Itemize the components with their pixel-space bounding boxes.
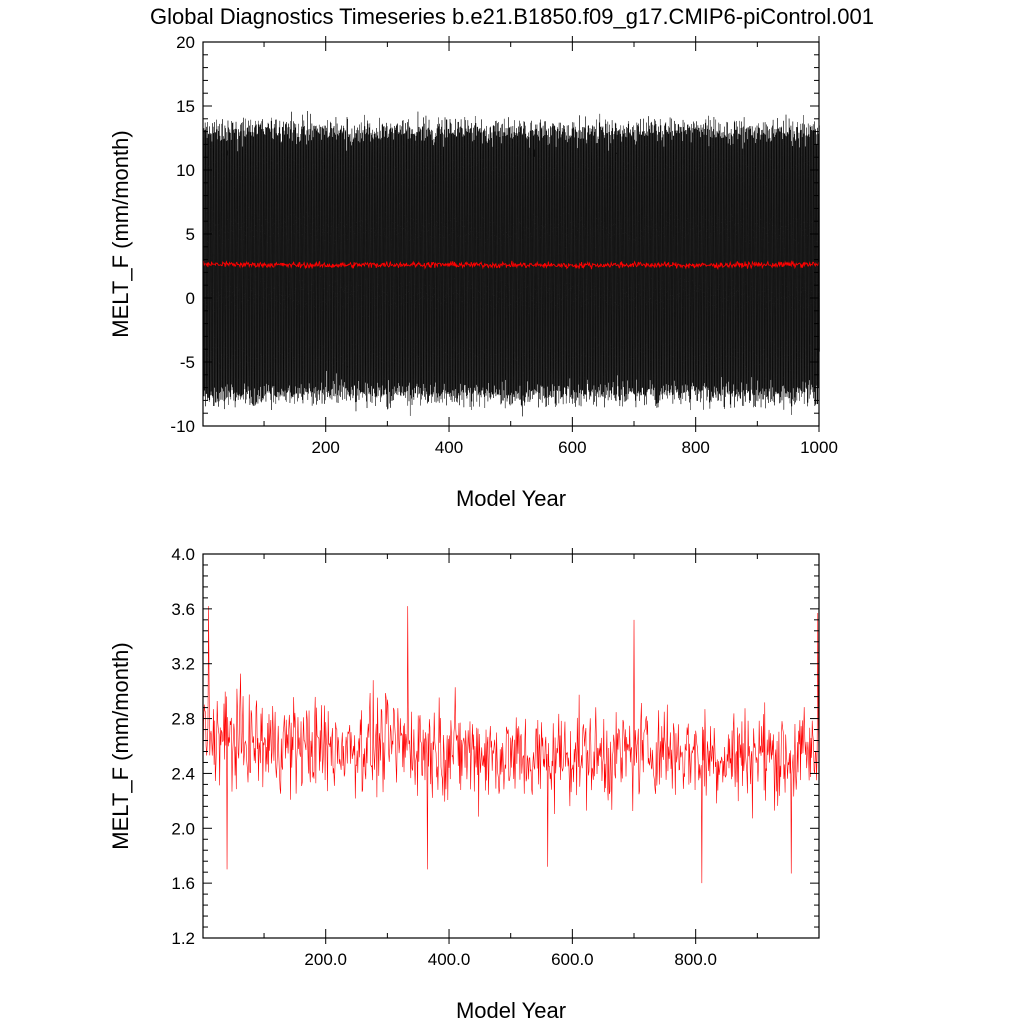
top-y-tick-label: 10 [176,161,195,180]
bottom-x-axis-label: Model Year [456,998,566,1023]
bottom-x-tick-label: 600.0 [551,950,594,969]
top-panel: -10 -5 0 5 10 15 20 200 400 600 800 1000 Model Year… [108,33,838,511]
bottom-y-tick-label: 1.2 [171,929,195,948]
top-monthly-series-line [202,111,820,417]
bottom-x-tick-label: 200.0 [304,950,347,969]
top-annual-mean-line [202,260,820,271]
top-y-tick-label: 20 [176,33,195,52]
top-y-tick-label: -5 [180,353,195,372]
bottom-plot-area [202,606,820,884]
bottom-x-tick-label: 400.0 [428,950,471,969]
figure-title: Global Diagnostics Timeseries b.e21.B185… [150,4,874,29]
bottom-y-tick-label: 2.4 [171,764,195,783]
top-x-tick-label: 200 [312,438,340,457]
bottom-panel: 1.2 1.6 2.0 2.4 2.8 3.2 3.6 4.0 200.0 400.0 600.0 8… [108,545,820,1023]
top-y-axis-label: MELT_F (mm/month) [108,130,133,337]
bottom-y-tick-label: 2.0 [171,819,195,838]
bottom-y-tick-label: 3.6 [171,600,195,619]
top-x-tick-label: 1000 [800,438,838,457]
bottom-y-tick-label: 2.8 [171,710,195,729]
top-x-tick-label: 400 [435,438,463,457]
top-x-tick-label: 800 [681,438,709,457]
bottom-y-tick-label: 1.6 [171,874,195,893]
top-y-tick-label: 0 [186,289,195,308]
bottom-annual-mean-line [202,606,820,884]
bottom-axis-ticks: 1.2 1.6 2.0 2.4 2.8 3.2 3.6 4.0 200.0 400.0 600.0 8… [171,545,819,969]
top-y-tick-label: 15 [176,97,195,116]
top-y-tick-label: 5 [186,225,195,244]
top-axis-ticks: -10 -5 0 5 10 15 20 200 400 600 800 1000 [170,33,837,457]
top-y-tick-label: -10 [170,417,195,436]
bottom-y-tick-label: 3.2 [171,655,195,674]
bottom-y-axis-label: MELT_F (mm/month) [108,642,133,849]
top-plot-area [202,111,820,417]
top-x-tick-label: 600 [558,438,586,457]
top-x-axis-label: Model Year [456,486,566,511]
bottom-y-tick-label: 4.0 [171,545,195,564]
bottom-x-tick-label: 800.0 [674,950,717,969]
